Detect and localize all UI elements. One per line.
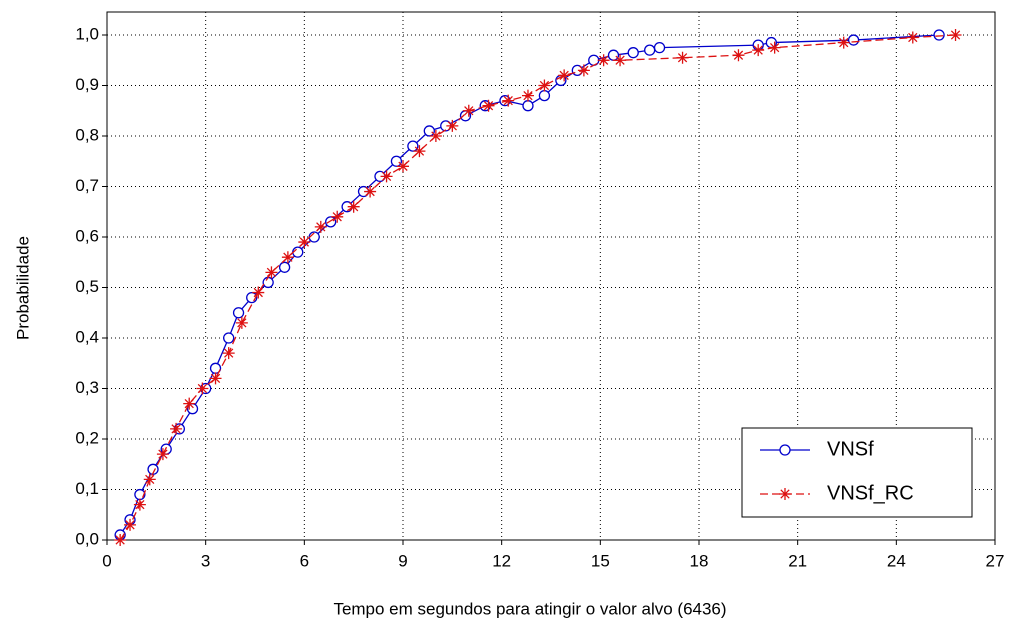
marker <box>676 51 689 64</box>
y-tick-label: 0,5 <box>75 277 99 296</box>
x-tick-label: 3 <box>201 551 210 570</box>
marker <box>143 473 156 486</box>
y-axis-label: Probabilidade <box>13 236 32 340</box>
marker <box>407 140 419 152</box>
x-axis-label: Tempo em segundos para atingir o valor a… <box>333 599 726 618</box>
marker <box>779 444 791 456</box>
series-line <box>119 34 940 536</box>
legend-label: VNSf <box>827 438 874 460</box>
marker <box>577 64 590 77</box>
y-tick-label: 0,9 <box>75 75 99 94</box>
marker <box>837 36 850 49</box>
marker <box>281 251 294 264</box>
marker <box>209 372 222 385</box>
y-tick-label: 0,0 <box>75 529 99 548</box>
marker <box>265 266 278 279</box>
marker <box>482 99 495 112</box>
legend: VNSf VNSf_RC <box>741 427 973 518</box>
y-tick-label: 0,6 <box>75 226 99 245</box>
y-tick-label: 0,2 <box>75 428 99 447</box>
x-tick-label: 12 <box>492 551 511 570</box>
marker <box>522 100 534 112</box>
marker <box>446 119 459 132</box>
marker <box>644 44 656 56</box>
y-tick-label: 0,8 <box>75 125 99 144</box>
y-tick-label: 0,1 <box>75 479 99 498</box>
marker <box>768 41 781 54</box>
marker <box>906 31 919 44</box>
marker <box>223 332 235 344</box>
y-tick-label: 1,0 <box>75 24 99 43</box>
x-tick-label: 15 <box>591 551 610 570</box>
marker <box>133 498 146 511</box>
marker <box>347 200 360 213</box>
marker <box>779 488 791 500</box>
x-tick-label: 9 <box>398 551 407 570</box>
x-tick-label: 0 <box>102 551 111 570</box>
marker <box>314 220 327 233</box>
marker <box>538 79 551 92</box>
marker <box>558 69 571 82</box>
marker <box>331 210 344 223</box>
marker <box>170 422 183 435</box>
marker <box>380 170 393 183</box>
marker <box>232 307 245 319</box>
marker <box>364 185 377 198</box>
x-tick-label: 24 <box>887 551 906 570</box>
marker <box>614 54 627 67</box>
marker <box>390 155 403 167</box>
marker <box>752 44 765 57</box>
legend-label: VNSf_RC <box>827 482 914 504</box>
marker <box>597 54 610 67</box>
marker <box>262 276 274 289</box>
marker <box>933 29 945 41</box>
y-tick-label: 0,3 <box>75 378 99 397</box>
marker <box>521 89 534 102</box>
marker <box>278 261 291 273</box>
marker <box>298 236 311 249</box>
x-tick-label: 27 <box>986 551 1005 570</box>
marker <box>114 534 127 546</box>
marker <box>413 145 426 158</box>
marker <box>653 41 666 54</box>
legend-box <box>741 427 973 518</box>
marker <box>196 382 209 395</box>
x-tick-label: 6 <box>300 551 309 570</box>
marker <box>502 94 515 107</box>
x-tick-label: 21 <box>788 551 807 570</box>
plot-frame <box>106 11 996 541</box>
marker <box>627 47 639 59</box>
x-tick-label: 18 <box>690 551 709 570</box>
y-tick-label: 0,7 <box>75 176 99 195</box>
y-tick-label: 0,4 <box>75 327 99 346</box>
marker <box>252 286 265 299</box>
marker <box>397 160 409 173</box>
marker <box>847 34 860 46</box>
marker <box>423 125 435 137</box>
series-line <box>119 34 956 541</box>
marker <box>429 130 442 142</box>
marker <box>462 104 475 117</box>
marker <box>124 518 137 531</box>
marker <box>949 29 962 41</box>
marker <box>324 216 337 228</box>
marker <box>222 347 235 360</box>
marker <box>607 49 620 61</box>
marker <box>732 49 745 62</box>
marker <box>156 448 169 461</box>
marker <box>235 316 248 329</box>
marker <box>538 89 551 102</box>
marker <box>183 397 196 410</box>
